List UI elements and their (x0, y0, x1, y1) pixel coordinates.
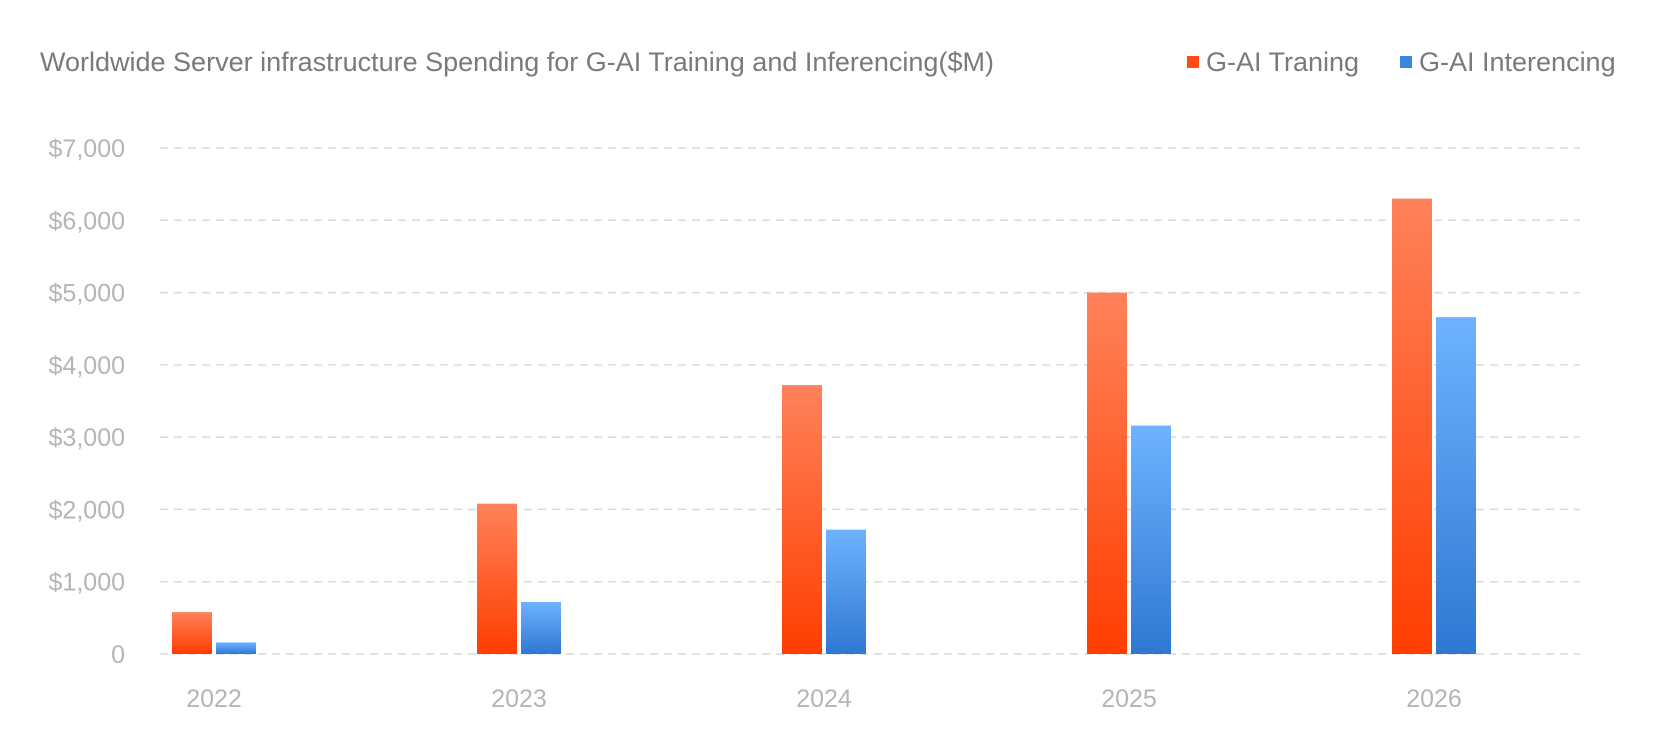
y-tick-label: $7,000 (49, 135, 125, 163)
y-tick-label: $3,000 (49, 424, 125, 452)
bar-inferencing (1436, 317, 1476, 654)
y-tick-label: $4,000 (49, 352, 125, 380)
bar-training (172, 612, 212, 654)
y-tick-label: $6,000 (49, 207, 125, 235)
y-tick-label: $5,000 (49, 280, 125, 308)
x-axis-ticks: 2022 2023 2024 2025 2026 (186, 685, 1462, 713)
bar-inferencing (826, 529, 866, 654)
x-tick-label: 2022 (186, 685, 242, 713)
bar-training (477, 503, 517, 654)
y-tick-label: $1,000 (49, 569, 125, 597)
bar-training (782, 385, 822, 654)
x-tick-label: 2026 (1406, 685, 1462, 713)
x-tick-label: 2024 (796, 685, 852, 713)
y-tick-label: 0 (111, 641, 125, 669)
x-tick-label: 2023 (491, 685, 547, 713)
y-tick-label: $2,000 (49, 496, 125, 524)
bar-inferencing (1131, 425, 1171, 654)
bars (172, 198, 1476, 654)
bar-inferencing (216, 642, 256, 654)
legend-swatch-inferencing (1400, 56, 1412, 68)
legend: G-AI Traning G-AI Interencing (1187, 47, 1616, 77)
chart-title: Worldwide Server infrastructure Spending… (40, 47, 994, 77)
gridlines (160, 147, 1580, 655)
legend-label-inferencing: G-AI Interencing (1419, 47, 1616, 77)
x-tick-label: 2025 (1101, 685, 1157, 713)
y-axis-ticks: 0 $1,000 $2,000 $3,000 $4,000 $5,000 $6,000 $7,… (49, 135, 125, 669)
bar-training (1392, 198, 1432, 654)
legend-swatch-training (1187, 56, 1199, 68)
legend-label-training: G-AI Traning (1206, 47, 1359, 77)
bar-inferencing (521, 601, 561, 654)
bar-training (1087, 292, 1127, 654)
